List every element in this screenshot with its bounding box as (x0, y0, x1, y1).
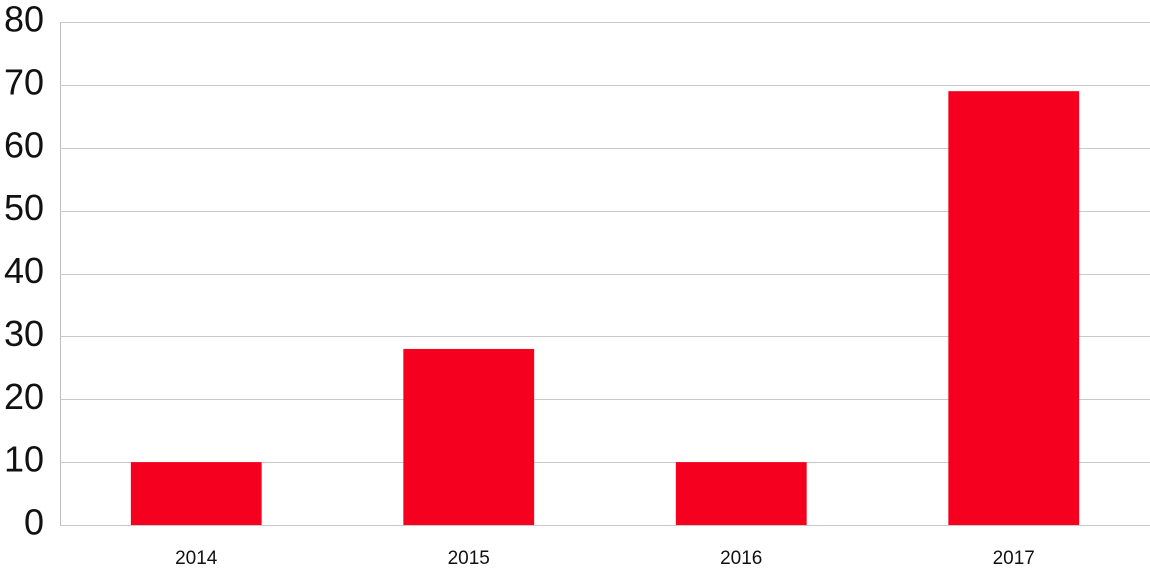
y-tick-label: 20 (4, 376, 44, 417)
y-tick-label: 10 (4, 439, 44, 480)
y-tick-label: 40 (4, 250, 44, 291)
bar (675, 462, 807, 525)
y-tick-label: 50 (4, 187, 44, 228)
y-tick-label: 70 (4, 61, 44, 102)
y-tick-label: 0 (24, 502, 44, 543)
y-tick-label: 60 (4, 124, 44, 165)
x-tick-label: 2016 (720, 548, 762, 569)
y-tick-label: 30 (4, 313, 44, 354)
bar (130, 462, 262, 525)
x-tick-label: 2015 (448, 548, 490, 569)
x-tick-label: 2017 (993, 548, 1035, 569)
bar (403, 348, 535, 525)
bar (948, 91, 1080, 525)
y-tick-label: 80 (4, 0, 44, 40)
x-tick-label: 2014 (175, 548, 218, 569)
